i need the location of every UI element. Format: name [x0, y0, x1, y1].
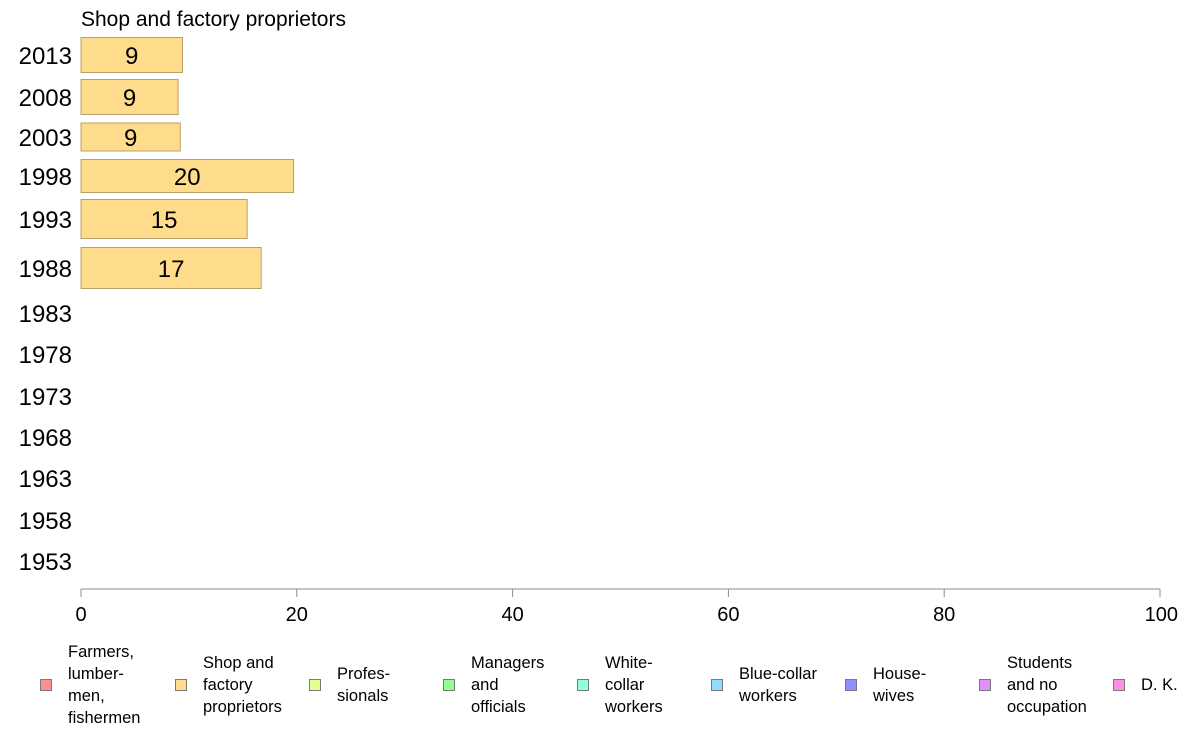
year-label: 1993	[19, 207, 72, 234]
legend-swatch	[443, 679, 455, 691]
legend-item: Farmers, lumber- men, fishermen	[40, 640, 140, 730]
bar-value-label: 9	[124, 125, 137, 152]
legend-swatch	[845, 679, 857, 691]
year-label: 1998	[19, 164, 72, 191]
legend-swatch	[979, 679, 991, 691]
bar	[80, 247, 262, 289]
x-tick-label: 0	[75, 604, 86, 626]
bar	[80, 199, 248, 239]
x-axis: 0 20 40 60 80 100	[75, 588, 1178, 626]
x-tick-label: 40	[501, 604, 523, 626]
legend-label: Students and no occupation	[1007, 654, 1087, 716]
bar-value-label: 9	[123, 85, 136, 112]
year-label: 1973	[19, 384, 72, 411]
x-tick-label: 60	[717, 604, 739, 626]
bar-value-label: 20	[174, 164, 201, 191]
legend-swatch	[577, 679, 589, 691]
bar-value-label: 15	[151, 207, 178, 234]
x-tick-label: 100	[1145, 604, 1178, 626]
year-label: 2008	[19, 85, 72, 112]
year-label: 1958	[19, 508, 72, 535]
year-label: 2013	[19, 43, 72, 70]
legend-label: Blue-collar workers	[739, 665, 817, 705]
year-label: 2003	[19, 125, 72, 152]
year-labels: 2013 2008 2003 1998 1993 1988 1983 1978 1973 1968…	[19, 43, 72, 576]
x-tick-label: 20	[286, 604, 308, 626]
legend-item: Students and no occupation	[979, 640, 1087, 730]
legend-label: D. K.	[1141, 676, 1178, 694]
legend-label: House- wives	[873, 665, 927, 705]
chart-title: Shop and factory proprietors	[81, 8, 346, 31]
legend-item: Managers and officials	[443, 640, 544, 730]
legend-item: White- collar workers	[577, 640, 663, 730]
legend-swatch	[175, 679, 187, 691]
year-label: 1978	[19, 342, 72, 369]
legend-item: House- wives	[845, 640, 926, 730]
year-label: 1953	[19, 549, 72, 576]
bar-value-label: 9	[125, 43, 138, 70]
legend-label: Shop and factory proprietors	[203, 654, 282, 716]
legend-item: Blue-collar workers	[711, 640, 817, 730]
legend-swatch	[40, 679, 52, 691]
chart-area: Shop and factory proprietors 9 9 9 20 15 17 2…	[19, 8, 1178, 626]
bar	[80, 159, 295, 193]
legend-item: D. K.	[1113, 640, 1178, 730]
legend-item: Shop and factory proprietors	[175, 640, 282, 730]
bar	[80, 79, 179, 115]
legend: Farmers, lumber- men, fishermen Shop and …	[0, 640, 1188, 730]
year-label: 1988	[19, 256, 72, 283]
legend-swatch	[1113, 679, 1125, 691]
legend-swatch	[711, 679, 723, 691]
year-label: 1983	[19, 301, 72, 328]
year-label: 1968	[19, 425, 72, 452]
year-label: 1963	[19, 466, 72, 493]
bar	[80, 37, 183, 73]
legend-label: White- collar workers	[605, 654, 663, 716]
legend-label: Farmers, lumber- men, fishermen	[68, 643, 141, 727]
bar	[80, 122, 181, 152]
x-tick-label: 80	[933, 604, 955, 626]
bar-value-label: 17	[158, 256, 185, 283]
legend-item: Profes- sionals	[309, 640, 390, 730]
legend-swatch	[309, 679, 321, 691]
bars-group: 9 9 9 20 15 17	[80, 37, 295, 289]
legend-label: Profes- sionals	[337, 665, 391, 705]
legend-label: Managers and officials	[471, 654, 545, 716]
